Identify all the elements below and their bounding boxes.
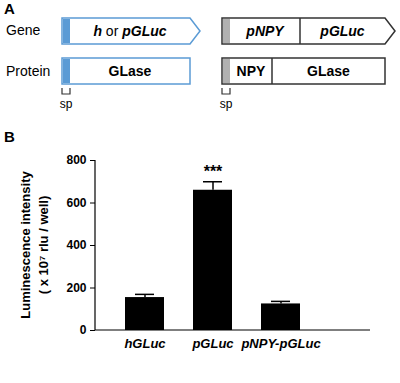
svg-text:pGLuc: pGLuc bbox=[319, 23, 365, 39]
svg-text:sp: sp bbox=[60, 97, 73, 111]
html-text:B: B bbox=[4, 128, 15, 145]
svg-text:800: 800 bbox=[66, 153, 86, 167]
svg-text:sp: sp bbox=[220, 97, 233, 111]
svg-text:hGLuc: hGLuc bbox=[124, 336, 166, 351]
svg-text:pNPY: pNPY bbox=[245, 23, 285, 39]
svg-text:200: 200 bbox=[66, 281, 86, 295]
svg-text:GLase: GLase bbox=[307, 63, 350, 79]
svg-text:600: 600 bbox=[66, 196, 86, 210]
svg-text:( x 10⁷ rlu / well): ( x 10⁷ rlu / well) bbox=[36, 196, 51, 295]
svg-text:Protein: Protein bbox=[6, 63, 50, 79]
svg-text:Gene: Gene bbox=[6, 22, 40, 38]
svg-text:pNPY-pGLuc: pNPY-pGLuc bbox=[240, 336, 321, 351]
svg-text:A: A bbox=[4, 0, 15, 17]
svg-text:pGLuc: pGLuc bbox=[191, 336, 234, 351]
svg-text:NPY: NPY bbox=[237, 63, 266, 79]
svg-text:***: *** bbox=[204, 163, 223, 180]
svg-text:GLase: GLase bbox=[109, 63, 152, 79]
svg-text:400: 400 bbox=[66, 238, 86, 252]
svg-text:h or pGLuc: h or pGLuc bbox=[93, 23, 166, 39]
svg-text:Luminescence intensity: Luminescence intensity bbox=[18, 171, 33, 319]
svg-text:0: 0 bbox=[80, 323, 87, 337]
